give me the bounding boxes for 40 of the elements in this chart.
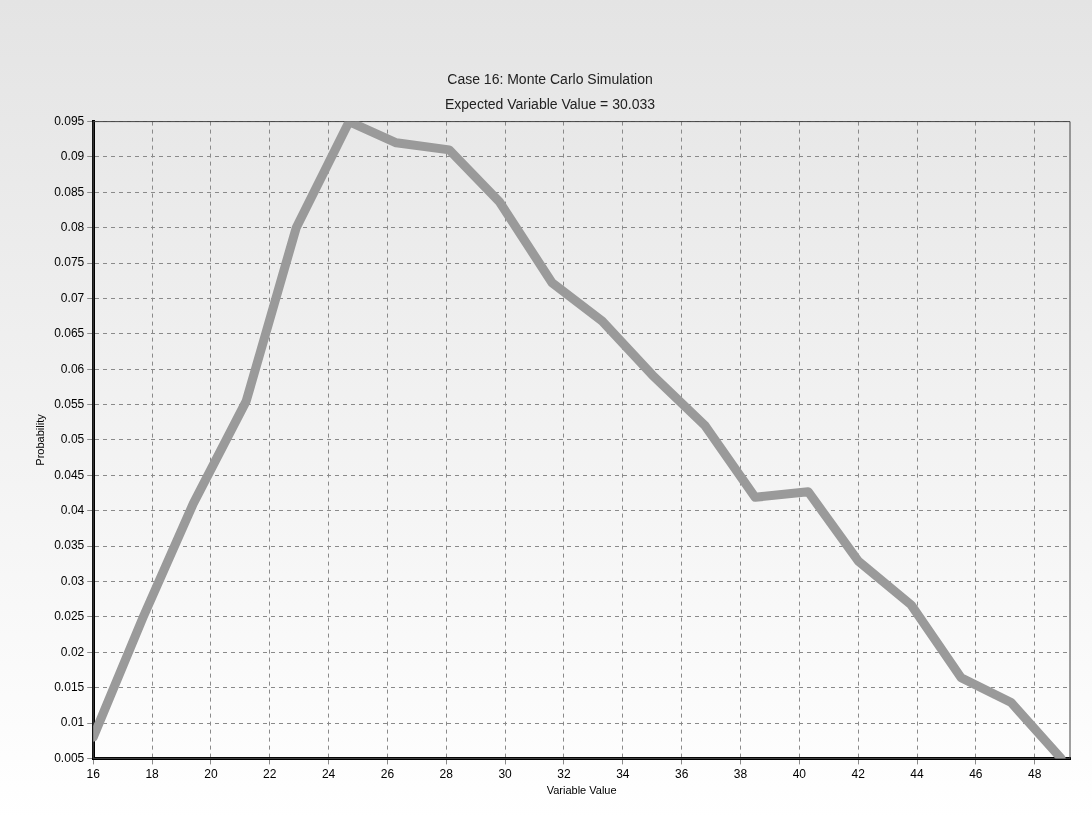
y-tick-label: 0.06 bbox=[60, 361, 85, 376]
y-tick-label: 0.01 bbox=[60, 715, 85, 730]
chart-subtitle: Expected Variable Value = 30.033 bbox=[444, 96, 656, 113]
y-tick-label: 0.03 bbox=[60, 573, 85, 588]
x-tick-label: 16 bbox=[86, 766, 101, 781]
y-tick-label: 0.02 bbox=[60, 644, 85, 659]
x-tick-label: 36 bbox=[674, 766, 689, 781]
x-tick-label: 42 bbox=[851, 766, 866, 781]
x-axis-title: Variable Value bbox=[546, 784, 617, 797]
x-tick-label: 40 bbox=[792, 766, 807, 781]
x-tick-label: 24 bbox=[321, 766, 336, 781]
x-tick-label: 46 bbox=[969, 766, 983, 781]
y-tick-label: 0.05 bbox=[60, 432, 85, 447]
y-tick-label: 0.07 bbox=[60, 290, 85, 305]
x-tick-label: 22 bbox=[263, 766, 277, 781]
y-tick-label: 0.045 bbox=[54, 467, 85, 482]
y-tick-label: 0.09 bbox=[60, 149, 85, 164]
y-tick-label: 0.085 bbox=[54, 184, 85, 199]
y-tick-label: 0.075 bbox=[54, 255, 85, 270]
y-tick-label: 0.015 bbox=[54, 679, 85, 694]
y-tick-label: 0.08 bbox=[60, 220, 85, 235]
x-tick-label: 34 bbox=[616, 766, 630, 781]
y-tick-label: 0.035 bbox=[54, 538, 85, 553]
y-axis-title: Probability bbox=[33, 413, 46, 466]
x-tick-label: 44 bbox=[910, 766, 925, 781]
x-tick-label: 48 bbox=[1028, 766, 1042, 781]
x-tick-label: 20 bbox=[204, 766, 218, 781]
y-tick-label: 0.065 bbox=[54, 326, 85, 341]
x-tick-label: 30 bbox=[498, 766, 513, 781]
x-tick-label: 18 bbox=[145, 766, 160, 781]
y-tick-label: 0.04 bbox=[60, 503, 85, 518]
x-tick-label: 28 bbox=[439, 766, 454, 781]
chart-title: Case 16: Monte Carlo Simulation bbox=[447, 71, 653, 88]
y-tick-label: 0.055 bbox=[54, 396, 85, 411]
y-tick-label: 0.025 bbox=[54, 609, 85, 624]
x-tick-label: 26 bbox=[380, 766, 395, 781]
y-tick-label: 0.095 bbox=[54, 113, 85, 128]
y-tick-label: 0.005 bbox=[54, 750, 85, 765]
x-tick-label: 32 bbox=[557, 766, 571, 781]
x-tick-label: 38 bbox=[733, 766, 748, 781]
